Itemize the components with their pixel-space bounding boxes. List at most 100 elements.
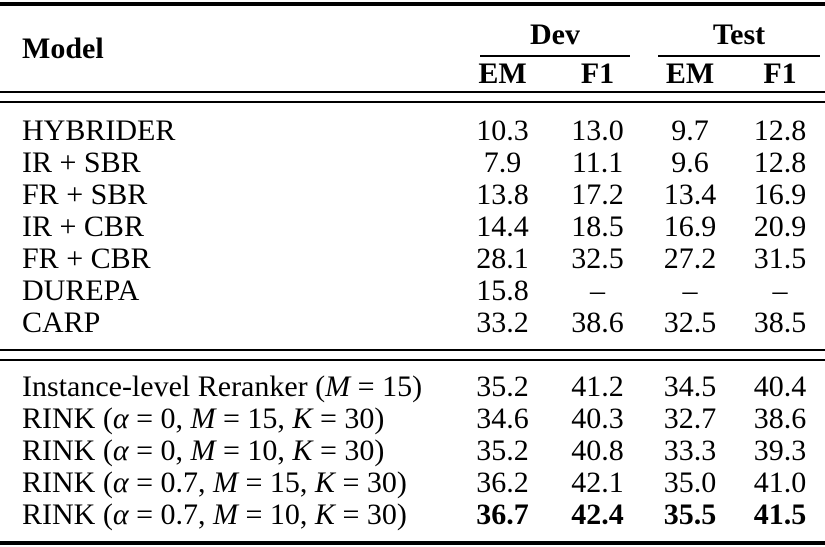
label-text: FR + CBR bbox=[22, 242, 151, 275]
header-double-rule bbox=[0, 91, 825, 103]
model-cell: Instance-level Reranker (M = 15) bbox=[0, 361, 455, 403]
label-text: = 15, bbox=[238, 466, 315, 499]
value-cell: 40.8 bbox=[571, 434, 624, 467]
math-variable: M bbox=[325, 370, 351, 403]
model-cell: IR + CBR bbox=[0, 211, 455, 243]
label-text: IR + CBR bbox=[22, 210, 144, 243]
test-f1-header: F1 bbox=[763, 57, 797, 90]
value-cell: 27.2 bbox=[663, 242, 717, 275]
table-row: FR + CBR 28.1 32.5 27.2 31.5 bbox=[0, 243, 825, 275]
value-cell: 41.0 bbox=[753, 466, 807, 499]
test-group-rule: Test bbox=[658, 18, 821, 57]
math-variable: α bbox=[112, 498, 129, 531]
label-text: = 15, bbox=[215, 402, 293, 435]
math-variable: α bbox=[112, 466, 129, 499]
value-cell: 16.9 bbox=[753, 178, 807, 211]
table-row: DUREPA 15.8 – – – bbox=[0, 275, 825, 307]
value-cell: 16.9 bbox=[663, 210, 717, 243]
table-row: RINK (α = 0, M = 10, K = 30) 35.2 40.8 33.3… bbox=[0, 435, 825, 467]
label-text: = 15) bbox=[350, 370, 423, 403]
value-cell: 40.4 bbox=[753, 370, 807, 403]
value-cell: 40.3 bbox=[571, 402, 624, 435]
value-cell: 42.4 bbox=[571, 498, 624, 531]
table-row: HYBRIDER 10.3 13.0 9.7 12.8 bbox=[0, 103, 825, 147]
math-variable: M bbox=[213, 466, 238, 499]
model-cell: DUREPA bbox=[0, 275, 455, 307]
value-cell: 18.5 bbox=[571, 210, 624, 243]
label-text: RINK ( bbox=[22, 498, 113, 531]
value-cell: 31.5 bbox=[753, 242, 807, 275]
value-cell: 11.1 bbox=[571, 146, 624, 179]
value-cell: 38.5 bbox=[753, 306, 807, 339]
label-text: = 0, bbox=[128, 434, 191, 467]
value-cell: 13.4 bbox=[663, 178, 717, 211]
value-cell: 13.0 bbox=[571, 114, 624, 147]
model-cell: RINK (α = 0, M = 10, K = 30) bbox=[0, 435, 455, 467]
label-text: Instance-level Reranker ( bbox=[22, 370, 326, 403]
label-text: RINK ( bbox=[22, 402, 113, 435]
model-cell: FR + SBR bbox=[0, 179, 455, 211]
value-cell: 14.4 bbox=[476, 210, 529, 243]
value-cell: 35.0 bbox=[663, 466, 717, 499]
model-cell: RINK (α = 0.7, M = 15, K = 30) bbox=[0, 467, 455, 499]
label-text: HYBRIDER bbox=[22, 114, 176, 147]
label-text: FR + SBR bbox=[22, 178, 148, 211]
model-header-label: Model bbox=[22, 31, 104, 65]
table-row: Instance-level Reranker (M = 15) 35.2 41.2… bbox=[0, 361, 825, 403]
double-rule bbox=[0, 349, 825, 361]
model-cell: CARP bbox=[0, 307, 455, 349]
dev-group-rule: Dev bbox=[480, 18, 631, 57]
model-cell: RINK (α = 0, M = 15, K = 30) bbox=[0, 403, 455, 435]
value-cell: 7.9 bbox=[483, 146, 522, 179]
value-cell: 34.5 bbox=[663, 370, 717, 403]
value-cell: 10.3 bbox=[476, 114, 529, 147]
value-cell: 35.2 bbox=[476, 434, 529, 467]
model-cell: HYBRIDER bbox=[0, 103, 455, 147]
model-cell: FR + CBR bbox=[0, 243, 455, 275]
dev-f1-header: F1 bbox=[580, 57, 615, 90]
value-cell: 12.8 bbox=[753, 146, 807, 179]
table-row: IR + CBR 14.4 18.5 16.9 20.9 bbox=[0, 211, 825, 243]
label-text: = 0.7, bbox=[128, 466, 213, 499]
label-text: DUREPA bbox=[22, 274, 140, 307]
label-text: = 0.7, bbox=[128, 498, 213, 531]
value-cell: 33.2 bbox=[476, 306, 529, 339]
value-cell: 32.7 bbox=[663, 402, 717, 435]
test-group-header: Test bbox=[645, 4, 825, 57]
math-variable: K bbox=[314, 466, 335, 499]
value-cell: 28.1 bbox=[476, 242, 529, 275]
value-cell: 20.9 bbox=[753, 210, 807, 243]
label-text: = 30) bbox=[334, 498, 407, 531]
label-text: = 30) bbox=[334, 466, 407, 499]
table-header: Model Dev Test EM F1 EM F1 bbox=[0, 4, 825, 91]
test-group-label: Test bbox=[712, 18, 766, 51]
dev-group-label: Dev bbox=[530, 18, 580, 51]
proposed-section: Instance-level Reranker (M = 15) 35.2 41.2… bbox=[0, 361, 825, 543]
math-variable: K bbox=[314, 498, 335, 531]
model-column-header: Model bbox=[0, 4, 455, 91]
value-cell: – bbox=[590, 274, 605, 307]
table-row: RINK (α = 0, M = 15, K = 30) 34.6 40.3 32.7… bbox=[0, 403, 825, 435]
label-text: = 0, bbox=[128, 402, 191, 435]
value-cell: 34.6 bbox=[476, 402, 529, 435]
value-cell: 42.1 bbox=[571, 466, 624, 499]
value-cell: 38.6 bbox=[571, 306, 624, 339]
section-double-rule bbox=[0, 349, 825, 361]
value-cell: 41.5 bbox=[753, 498, 807, 531]
math-variable: α bbox=[112, 434, 129, 467]
value-cell: 12.8 bbox=[753, 114, 807, 147]
label-text: RINK ( bbox=[22, 434, 113, 467]
value-cell: 36.2 bbox=[476, 466, 529, 499]
table-row: CARP 33.2 38.6 32.5 38.5 bbox=[0, 307, 825, 349]
group-header-row: Model Dev Test bbox=[0, 4, 825, 65]
test-em-header: EM bbox=[665, 57, 715, 90]
value-cell: 41.2 bbox=[571, 370, 624, 403]
value-cell: 9.7 bbox=[671, 114, 709, 147]
value-cell: 33.3 bbox=[663, 434, 717, 467]
dev-em-header: EM bbox=[478, 57, 527, 90]
value-cell: 9.6 bbox=[671, 146, 709, 179]
value-cell: 17.2 bbox=[571, 178, 624, 211]
value-cell: – bbox=[772, 274, 788, 307]
